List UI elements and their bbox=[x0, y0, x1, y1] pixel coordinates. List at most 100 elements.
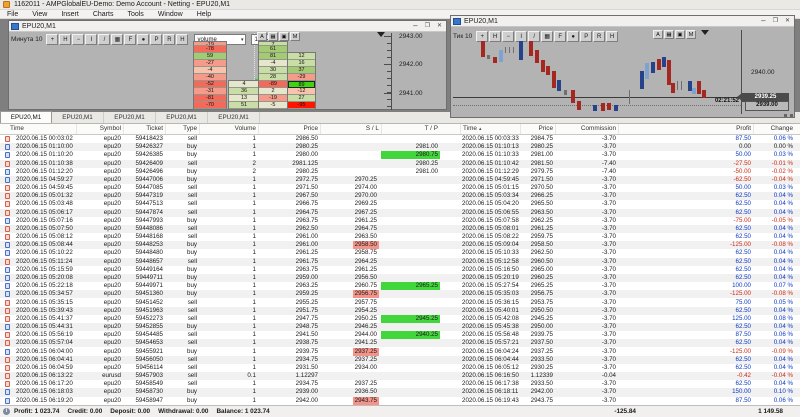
column-header-close-time[interactable]: Time ▴ bbox=[460, 124, 520, 134]
chart-tab-5[interactable]: EPU20,M1 bbox=[208, 112, 260, 123]
toolbar-button-5-icon[interactable]: / bbox=[528, 31, 541, 42]
toolbar-button-8-icon[interactable]: ● bbox=[137, 34, 150, 45]
toolbar-button-3-icon[interactable]: − bbox=[502, 31, 515, 42]
table-row[interactable]: 2020.06.15 05:56:19 epu20 59454485 sell 1 294… bbox=[0, 331, 800, 340]
toolbar-button-2-icon[interactable]: H bbox=[59, 34, 72, 45]
table-row[interactable]: 2020.06.15 05:01:32 epu20 59447319 sell 1 296… bbox=[0, 192, 800, 201]
table-row[interactable]: 2020.06.15 05:44:31 epu20 59452855 buy 1 2948… bbox=[0, 322, 800, 332]
toolbar-button-6-icon[interactable]: ▦ bbox=[541, 31, 554, 42]
column-header-volume[interactable]: Volume bbox=[199, 124, 258, 134]
scroll-left-icon[interactable] bbox=[784, 114, 787, 117]
table-row[interactable]: 2020.06.15 05:22:18 epu20 59449971 buy 1 2963… bbox=[0, 282, 800, 291]
overlay-button-▣-icon[interactable]: ▣ bbox=[279, 32, 289, 41]
chart-tab-1[interactable]: EPU20,M1 bbox=[0, 111, 52, 123]
left-chart-area[interactable]: A ▦ ▣ M 2943.00 2942.00 2941.00 -19 -78 59 -27 -4 -4… bbox=[9, 21, 446, 110]
menu-insert[interactable]: Insert bbox=[61, 10, 79, 18]
table-row[interactable]: 2020.06.15 05:08:44 epu20 59448253 buy 1 2961… bbox=[0, 241, 800, 250]
toolbar-button-5-icon[interactable]: / bbox=[98, 34, 111, 45]
column-header-price[interactable]: Price bbox=[258, 124, 320, 134]
chart-tab-2[interactable]: EPU20,M1 bbox=[52, 112, 104, 123]
close-button[interactable]: ✕ bbox=[436, 23, 442, 29]
overlay-button-▦-icon[interactable]: ▦ bbox=[268, 32, 278, 41]
table-row[interactable]: 2020.06.15 06:13:22 eurusd 59457903 sell 0.1… bbox=[0, 371, 800, 381]
overlay-button-m-icon[interactable]: M bbox=[686, 30, 696, 39]
overlay-button-▣-icon[interactable]: ▣ bbox=[675, 30, 685, 39]
table-row[interactable]: 2020.06.15 05:39:43 epu20 59451963 sell 1 295… bbox=[0, 306, 800, 315]
table-row[interactable]: 2020.06.15 05:03:48 epu20 59447513 sell 1 296… bbox=[0, 200, 800, 208]
table-row[interactable]: 2020.06.15 05:41:37 epu20 59452273 sell 1 294… bbox=[0, 314, 800, 323]
menu-charts[interactable]: Charts bbox=[92, 10, 114, 18]
menu-file[interactable]: File bbox=[7, 10, 19, 18]
toolbar-button-3-icon[interactable]: − bbox=[72, 34, 85, 45]
column-header-ticket[interactable]: Ticket bbox=[123, 124, 165, 134]
toolbar-button-7-icon[interactable]: F bbox=[554, 31, 567, 42]
minimize-button[interactable]: – bbox=[761, 16, 766, 25]
dropdown-caret-icon[interactable] bbox=[701, 30, 709, 35]
table-row[interactable]: 2020.06.15 04:59:45 epu20 59447085 sell 1 297… bbox=[0, 184, 800, 192]
close-button[interactable]: ✕ bbox=[784, 18, 790, 24]
dropdown-caret-icon[interactable] bbox=[377, 32, 385, 37]
column-header-close-commission[interactable]: Commission bbox=[555, 124, 618, 134]
table-row[interactable]: 2020.06.15 06:04:59 epu20 59456114 sell 1 293… bbox=[0, 364, 800, 372]
right-chart-titlebar[interactable]: EPU20,M1 – ❐ ✕ bbox=[451, 16, 794, 27]
scroll-right-icon[interactable] bbox=[790, 114, 793, 117]
table-row[interactable]: 2020.06.15 05:08:12 epu20 59448168 sell 1 296… bbox=[0, 233, 800, 241]
minimize-button[interactable]: – bbox=[413, 21, 418, 30]
menu-help[interactable]: Help bbox=[196, 10, 212, 18]
table-row[interactable]: 2020.06.15 01:10:00 epu20 59426327 buy 1 2980… bbox=[0, 143, 800, 152]
column-header-close-change[interactable]: Change bbox=[753, 124, 795, 134]
table-row[interactable]: 2020.06.15 06:04:00 epu20 59455921 buy 1 2939… bbox=[0, 347, 800, 356]
chart-tab-4[interactable]: EPU20,M1 bbox=[156, 112, 208, 123]
overlay-button-m-icon[interactable]: M bbox=[290, 32, 300, 41]
table-row[interactable]: 2020.06.15 05:35:15 epu20 59451452 sell 1 295… bbox=[0, 298, 800, 306]
toolbar-button-1-icon[interactable]: + bbox=[46, 34, 59, 45]
column-header-time[interactable]: Time bbox=[10, 125, 24, 132]
table-row[interactable]: 2020.06.15 05:57:04 epu20 59454653 sell 1 293… bbox=[0, 339, 800, 348]
column-header-tp[interactable]: T / P bbox=[381, 124, 440, 134]
chart-tab-3[interactable]: EPU20,M1 bbox=[104, 112, 156, 123]
table-row[interactable]: 2020.06.15 00:03:02 epu20 59418423 sell 1 298… bbox=[0, 135, 800, 143]
column-header-close-price[interactable]: Price bbox=[520, 124, 555, 134]
menu-view[interactable]: View bbox=[32, 10, 48, 18]
toolbar-button-11-icon[interactable]: H bbox=[606, 31, 619, 42]
toolbar-button-2-icon[interactable]: H bbox=[489, 31, 502, 42]
toolbar-button-4-icon[interactable]: I bbox=[85, 34, 98, 45]
maximize-button[interactable]: ❐ bbox=[772, 18, 778, 24]
toolbar-button-7-icon[interactable]: F bbox=[124, 34, 137, 45]
table-row[interactable]: 2020.06.15 04:59:27 epu20 59447006 buy 1 2972… bbox=[0, 175, 800, 185]
table-row[interactable]: 2020.06.15 01:12:20 epu20 59426496 buy 2 2980… bbox=[0, 168, 800, 176]
table-row[interactable]: 2020.06.15 05:10:22 epu20 59448480 buy 1 2961… bbox=[0, 249, 800, 257]
table-row[interactable]: 2020.06.15 06:19:20 epu20 59458947 buy 1 2942… bbox=[0, 396, 800, 405]
toolbar-button-9-icon[interactable]: P bbox=[150, 34, 163, 45]
table-row[interactable]: 2020.06.15 01:10:20 epu20 59426385 buy 1 2980… bbox=[0, 151, 800, 160]
column-header-close-profit[interactable]: Profit bbox=[618, 124, 753, 134]
left-chart-titlebar[interactable]: EPU20,M1 – ❐ ✕ bbox=[9, 21, 446, 32]
overlay-button-a-icon[interactable]: A bbox=[653, 30, 663, 39]
toolbar-button-8-icon[interactable]: ● bbox=[567, 31, 580, 42]
overlay-button-▦-icon[interactable]: ▦ bbox=[664, 30, 674, 39]
menu-tools[interactable]: Tools bbox=[127, 10, 144, 18]
table-row[interactable]: 2020.06.15 06:18:03 epu20 59458730 buy 1 2939… bbox=[0, 388, 800, 397]
table-row[interactable]: 2020.06.15 01:10:38 epu20 59426409 sell 2 298… bbox=[0, 159, 800, 168]
column-header-symbol[interactable]: Symbol bbox=[76, 124, 123, 134]
table-row[interactable]: 2020.06.15 05:11:24 epu20 59448657 sell 1 296… bbox=[0, 257, 800, 266]
table-row[interactable]: 2020.06.15 05:34:57 epu20 59451360 buy 1 2959… bbox=[0, 290, 800, 299]
table-row[interactable]: 2020.06.15 05:15:59 epu20 59449164 buy 1 2963… bbox=[0, 266, 800, 274]
table-row[interactable]: 2020.06.15 06:04:41 epu20 59456050 sell 1 293… bbox=[0, 355, 800, 364]
right-chart-area[interactable]: 2940.00 2939.25 2939.00 02:21:52 A ▦ ▣ M bbox=[451, 16, 794, 117]
column-header-type[interactable]: Type bbox=[165, 124, 199, 134]
column-header-sl[interactable]: S / L bbox=[320, 124, 381, 134]
table-row[interactable]: 2020.06.15 05:20:08 epu20 59449711 buy 1 2959… bbox=[0, 273, 800, 283]
maximize-button[interactable]: ❐ bbox=[424, 23, 430, 29]
table-row[interactable]: 2020.06.15 05:06:17 epu20 59447874 sell 1 296… bbox=[0, 208, 800, 217]
menu-window[interactable]: Window bbox=[157, 10, 183, 18]
toolbar-button-10-icon[interactable]: R bbox=[163, 34, 176, 45]
toolbar-button-9-icon[interactable]: P bbox=[580, 31, 593, 42]
table-row[interactable]: 2020.06.15 05:07:50 epu20 59448086 sell 1 296… bbox=[0, 224, 800, 234]
overlay-button-a-icon[interactable]: A bbox=[257, 32, 267, 41]
toolbar-button-6-icon[interactable]: ▦ bbox=[111, 34, 124, 45]
table-row[interactable]: 2020.06.15 06:17:20 epu20 59458549 sell 1 293… bbox=[0, 380, 800, 388]
toolbar-button-11-icon[interactable]: H bbox=[176, 34, 189, 45]
toolbar-button-10-icon[interactable]: R bbox=[593, 31, 606, 42]
table-row[interactable]: 2020.06.15 05:07:16 epu20 59447993 buy 1 2963… bbox=[0, 217, 800, 225]
